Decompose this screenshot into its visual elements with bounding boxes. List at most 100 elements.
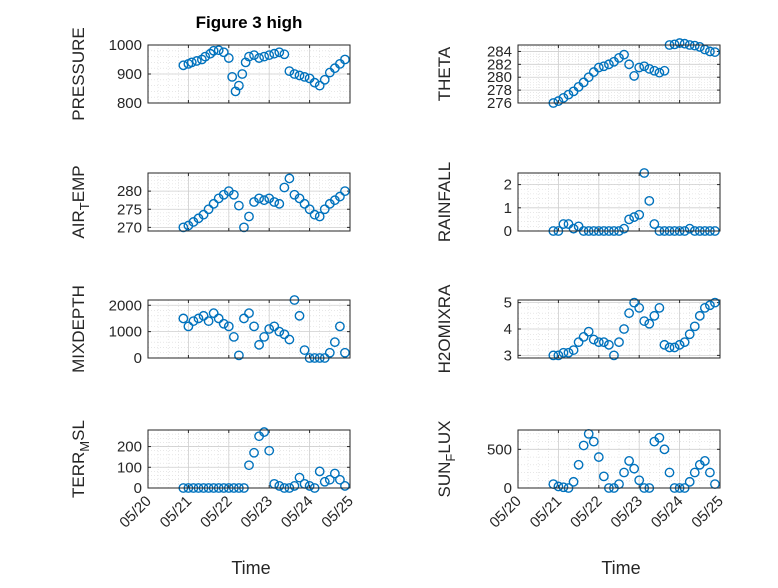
data-point [689, 467, 700, 478]
data-point [654, 432, 665, 443]
data-point [314, 466, 325, 477]
data-point [649, 219, 660, 229]
data-point [634, 475, 645, 486]
data-point [223, 53, 234, 63]
data-point [664, 467, 675, 478]
data-point [284, 66, 295, 77]
data-point [340, 481, 350, 491]
data-point [629, 71, 640, 81]
y-tick-label: 1000 [109, 324, 142, 341]
data-point [624, 59, 634, 70]
x-tick-label: 05/22 [567, 493, 606, 532]
data-point [340, 347, 350, 358]
data-point [183, 321, 194, 332]
data-point [629, 297, 640, 308]
data-point [334, 474, 345, 485]
axes-box [147, 44, 351, 104]
y-axis-label: RAINFALL [435, 162, 454, 242]
data-point [629, 463, 640, 474]
data-point [264, 50, 275, 61]
data-point [304, 204, 315, 215]
data-point [239, 313, 249, 324]
data-point [289, 481, 300, 491]
x-tick-label: 05/20 [486, 493, 525, 532]
data-point [274, 47, 285, 58]
data-point [239, 222, 249, 233]
data-point [649, 310, 660, 321]
subplot-sun-flux: 0 500 05/20 05/21 05/22 05/23 05/24 05/25 SUNFLU… [435, 421, 727, 578]
data-point [203, 316, 214, 326]
data-point [568, 476, 579, 487]
data-point [624, 214, 634, 225]
data-point [188, 316, 199, 326]
data-point [329, 468, 340, 479]
data-point [639, 61, 650, 72]
data-point [583, 326, 594, 337]
axes-box [517, 172, 721, 232]
data-point [598, 61, 609, 72]
data-point [319, 204, 330, 215]
data-point [684, 476, 695, 487]
y-tick-label: 284 [487, 43, 512, 60]
data-point [249, 321, 259, 332]
y-tick-label: 0 [504, 223, 512, 240]
data-point [588, 436, 599, 447]
axes-box [517, 429, 721, 489]
data-point [186, 57, 197, 68]
data-point [208, 308, 219, 319]
data-point [259, 195, 270, 206]
data-point [324, 474, 335, 485]
data-point [694, 42, 705, 52]
data-point [684, 223, 695, 234]
x-axis-label: Time [231, 558, 270, 578]
data-point [279, 329, 290, 340]
data-point [614, 337, 624, 348]
data-point [699, 456, 710, 466]
data-point [178, 313, 189, 324]
data-point [679, 38, 690, 49]
y-axis-label: PRESSURE [69, 27, 88, 121]
data-point [679, 337, 690, 348]
data-point [218, 318, 229, 329]
data-point [548, 350, 559, 361]
data-point [244, 308, 254, 319]
data-point [319, 476, 330, 487]
data-point [254, 193, 265, 204]
axes-box [147, 429, 351, 489]
data-point [269, 197, 280, 207]
data-point [659, 444, 670, 455]
x-tick-label: 05/21 [157, 493, 196, 532]
y-tick-label: 282 [487, 56, 512, 73]
y-tick-label: 0 [134, 480, 142, 497]
y-tick-label: 278 [487, 82, 512, 99]
data-point [304, 481, 315, 491]
data-point [324, 347, 335, 358]
data-point [294, 472, 305, 483]
data-point [563, 89, 574, 100]
data-point [654, 67, 665, 78]
y-tick-label: 280 [487, 69, 512, 86]
data-point [294, 193, 305, 204]
data-point [553, 481, 564, 492]
data-point [193, 313, 204, 324]
data-point [274, 198, 285, 209]
y-axis-label: AIRTEMP [69, 165, 92, 238]
y-tick-label: 900 [117, 66, 142, 83]
data-point [299, 345, 310, 355]
subplot-mixdepth: 0 1000 2000 MIXDEPTH [69, 285, 351, 373]
data-point [198, 310, 209, 321]
data-point [593, 62, 604, 73]
x-tick-label: 05/25 [688, 493, 727, 532]
data-point [588, 334, 599, 345]
data-point [213, 313, 224, 324]
data-point [659, 339, 670, 350]
data-point [593, 337, 604, 348]
data-point [244, 51, 254, 62]
axes-box [147, 299, 351, 359]
data-point [664, 342, 675, 353]
y-tick-label: 275 [117, 201, 142, 218]
chart-title: Figure 3 high [196, 13, 303, 32]
